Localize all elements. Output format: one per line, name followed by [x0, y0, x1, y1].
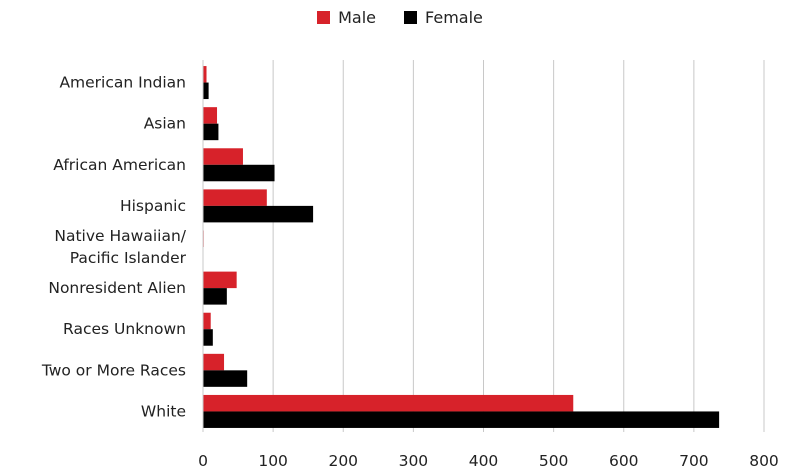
x-tick-label: 300	[399, 452, 429, 470]
bar-male-1	[203, 107, 218, 124]
bar-male-5	[203, 271, 237, 289]
legend-item-male: Male	[317, 8, 376, 27]
bar-male-0	[203, 66, 207, 83]
category-label: Nonresident Alien	[48, 279, 186, 297]
bar-male-2	[203, 148, 243, 165]
legend-label-male: Male	[338, 8, 377, 27]
bar-female-2	[203, 164, 275, 182]
x-tick-label: 700	[679, 452, 709, 470]
bar-female-0	[203, 82, 209, 100]
x-tick-label: 400	[469, 452, 499, 470]
bar-female-3	[203, 205, 314, 223]
bar-male-8	[203, 394, 574, 412]
x-tick-label: 500	[539, 452, 569, 470]
bar-female-7	[203, 370, 248, 387]
category-label: Hispanic	[120, 197, 186, 215]
x-tick-label: 200	[328, 452, 358, 470]
category-label: American Indian	[59, 74, 186, 92]
bar-female-5	[203, 288, 227, 305]
x-tick-label: 0	[198, 452, 208, 470]
bar-male-3	[203, 189, 267, 206]
x-tick-label: 800	[749, 452, 779, 470]
legend-item-female: Female	[404, 8, 483, 27]
x-tick-label: 100	[258, 452, 288, 470]
legend: Male Female	[0, 8, 800, 27]
bar-female-6	[203, 329, 213, 346]
category-label: Asian	[144, 115, 186, 133]
x-tick-label: 600	[609, 452, 639, 470]
legend-swatch-male	[317, 11, 331, 24]
bar-female-8	[203, 411, 720, 428]
bar-male-6	[203, 312, 211, 330]
category-label: White	[141, 402, 186, 420]
category-label: Races Unknown	[63, 320, 186, 338]
legend-swatch-female	[404, 11, 418, 24]
category-label: African American	[53, 156, 186, 174]
bar-female-1	[203, 123, 219, 141]
legend-label-female: Female	[425, 8, 483, 27]
bar-male-7	[203, 353, 225, 371]
category-label: Native Hawaiian/Pacific Islander	[54, 227, 186, 267]
category-label: Two or More Races	[41, 361, 186, 379]
